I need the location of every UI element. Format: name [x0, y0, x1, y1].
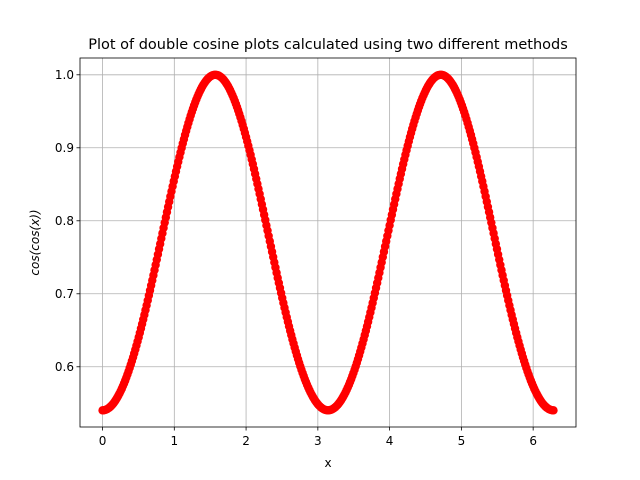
x-tick-label: 4	[386, 434, 394, 448]
chart-title: Plot of double cosine plots calculated u…	[88, 37, 568, 53]
x-tick-label: 5	[458, 434, 466, 448]
plot-area	[80, 58, 576, 427]
x-tick-label: 0	[99, 434, 107, 448]
axes-frame	[79, 57, 577, 428]
y-tick-label: 0.7	[55, 287, 74, 301]
y-tick-label: 1.0	[55, 68, 74, 82]
x-axis-ticks: 0 1 2 3 4 5 6	[99, 427, 537, 448]
y-axis-label-var: x	[28, 218, 42, 227]
x-tick-label: 3	[314, 434, 322, 448]
x-tick-label: 6	[529, 434, 537, 448]
y-tick-label: 0.9	[55, 141, 74, 155]
data-point	[549, 406, 558, 415]
x-axis-label: x	[324, 456, 331, 470]
y-axis-ticks: 0.6 0.7 0.8 0.9 1.0	[55, 68, 80, 374]
scatter-points	[98, 70, 558, 415]
x-tick-label: 1	[170, 434, 178, 448]
y-axis-label-func: cos(cos(	[28, 225, 42, 276]
y-tick-label: 0.6	[55, 360, 74, 374]
y-axis-label: cos(cos(x))	[28, 209, 42, 275]
x-tick-label: 2	[242, 434, 250, 448]
y-axis-label-close: ))	[28, 209, 42, 219]
y-tick-label: 0.8	[55, 214, 74, 228]
